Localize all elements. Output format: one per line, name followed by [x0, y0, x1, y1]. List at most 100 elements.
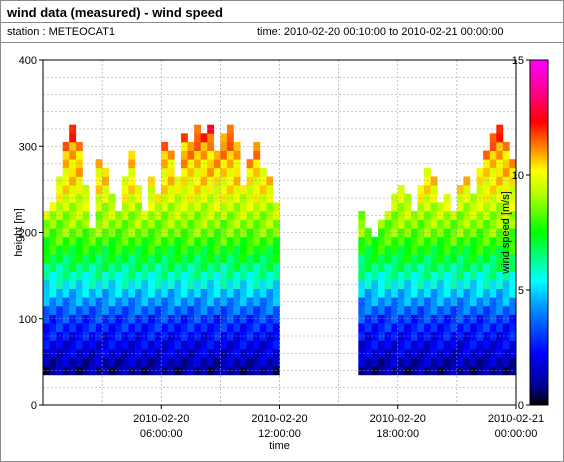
heatmap-cell: [135, 288, 142, 298]
heatmap-cell: [483, 366, 490, 376]
heatmap-cell: [187, 159, 195, 169]
heatmap-cell: [463, 228, 471, 238]
heatmap-cell: [226, 167, 234, 177]
heatmap-cell: [62, 202, 70, 212]
heatmap-cell: [253, 271, 261, 281]
heatmap-cell: [450, 288, 458, 298]
heatmap-cell: [226, 202, 234, 212]
heatmap-cell: [148, 305, 155, 315]
heatmap-cell: [246, 262, 254, 272]
heatmap-cell: [187, 340, 195, 350]
heatmap-cell: [75, 202, 83, 212]
heatmap-cell: [115, 357, 123, 367]
heatmap-cell: [108, 236, 116, 246]
heatmap-cell: [141, 288, 149, 298]
heatmap-cell: [476, 305, 484, 315]
heatmap-cell: [102, 202, 110, 212]
heatmap-cell: [483, 167, 490, 177]
heatmap-cell: [161, 219, 169, 229]
heatmap-cell: [167, 185, 175, 195]
heatmap-cell: [430, 219, 438, 229]
heatmap-cell: [417, 202, 425, 212]
heatmap-cell: [423, 185, 431, 195]
heatmap-cell: [43, 288, 50, 298]
heatmap-cell: [115, 279, 123, 289]
heatmap-cell: [226, 228, 234, 238]
heatmap-cell: [49, 288, 57, 298]
heatmap-cell: [82, 314, 90, 324]
heatmap-cell: [502, 167, 510, 177]
heatmap-cell: [253, 254, 261, 264]
heatmap-cell: [233, 219, 241, 229]
heatmap-cell: [220, 185, 228, 195]
heatmap-cell: [496, 167, 504, 177]
heatmap-cell: [121, 271, 129, 281]
heatmap-cell: [174, 219, 182, 229]
colorbar-tick-label: 5: [518, 285, 524, 297]
heatmap-cell: [463, 193, 471, 203]
heatmap-cell: [82, 297, 90, 307]
heatmap-cell: [167, 219, 175, 229]
heatmap-cell: [115, 340, 123, 350]
heatmap-cell: [502, 228, 510, 238]
heatmap-cell: [463, 323, 471, 333]
heatmap-cell: [371, 331, 379, 341]
heatmap-cell: [443, 254, 451, 264]
heatmap-cell: [430, 348, 438, 358]
heatmap-cell: [194, 245, 202, 255]
heatmap-cell: [423, 323, 431, 333]
heatmap-cell: [502, 331, 510, 341]
colorbar-tick-label: 15: [512, 55, 524, 67]
heatmap-cell: [167, 305, 175, 315]
heatmap-cell: [174, 340, 182, 350]
heatmap-cell: [135, 245, 142, 255]
heatmap-cell: [470, 254, 477, 264]
heatmap-cell: [226, 348, 234, 358]
heatmap-cell: [483, 279, 490, 289]
heatmap-cell: [470, 366, 477, 376]
heatmap-cell: [69, 271, 77, 281]
heatmap-cell: [220, 357, 228, 367]
heatmap-cell: [266, 193, 274, 203]
heatmap-cell: [430, 185, 438, 195]
heatmap-cell: [358, 236, 366, 246]
heatmap-cell: [259, 357, 267, 367]
heatmap-cell: [470, 323, 477, 333]
heatmap-cell: [378, 245, 385, 255]
heatmap-cell: [397, 297, 405, 307]
heatmap-cell: [502, 271, 510, 281]
heatmap-cell: [233, 366, 241, 376]
heatmap-cell: [450, 357, 458, 367]
heatmap-cell: [378, 331, 385, 341]
heatmap-cell: [69, 254, 77, 264]
heatmap-cell: [233, 305, 241, 315]
heatmap-cell: [391, 297, 399, 307]
heatmap-cell: [496, 288, 504, 298]
heatmap-cell: [213, 219, 221, 229]
heatmap-cell: [213, 210, 221, 220]
heatmap-cell: [384, 219, 392, 229]
heatmap-cell: [194, 366, 202, 376]
heatmap-cell: [194, 150, 202, 160]
heatmap-cell: [404, 288, 412, 298]
heatmap-cell: [364, 357, 372, 367]
heatmap-cell: [88, 357, 96, 367]
heatmap-cell: [135, 357, 142, 367]
heatmap-cell: [62, 279, 70, 289]
heatmap-cell: [240, 357, 247, 367]
heatmap-cell: [378, 366, 385, 376]
heatmap-cell: [95, 202, 103, 212]
heatmap-cell: [423, 202, 431, 212]
heatmap-cell: [378, 323, 385, 333]
heatmap-cell: [194, 279, 202, 289]
heatmap-cell: [226, 366, 234, 376]
heatmap-cell: [266, 236, 274, 246]
heatmap-cell: [253, 167, 261, 177]
heatmap-cell: [69, 150, 77, 160]
heatmap-cell: [148, 288, 155, 298]
heatmap-cell: [187, 193, 195, 203]
heatmap-cell: [226, 176, 234, 186]
heatmap-cell: [476, 271, 484, 281]
heatmap-cell: [391, 323, 399, 333]
heatmap-cell: [470, 262, 477, 272]
